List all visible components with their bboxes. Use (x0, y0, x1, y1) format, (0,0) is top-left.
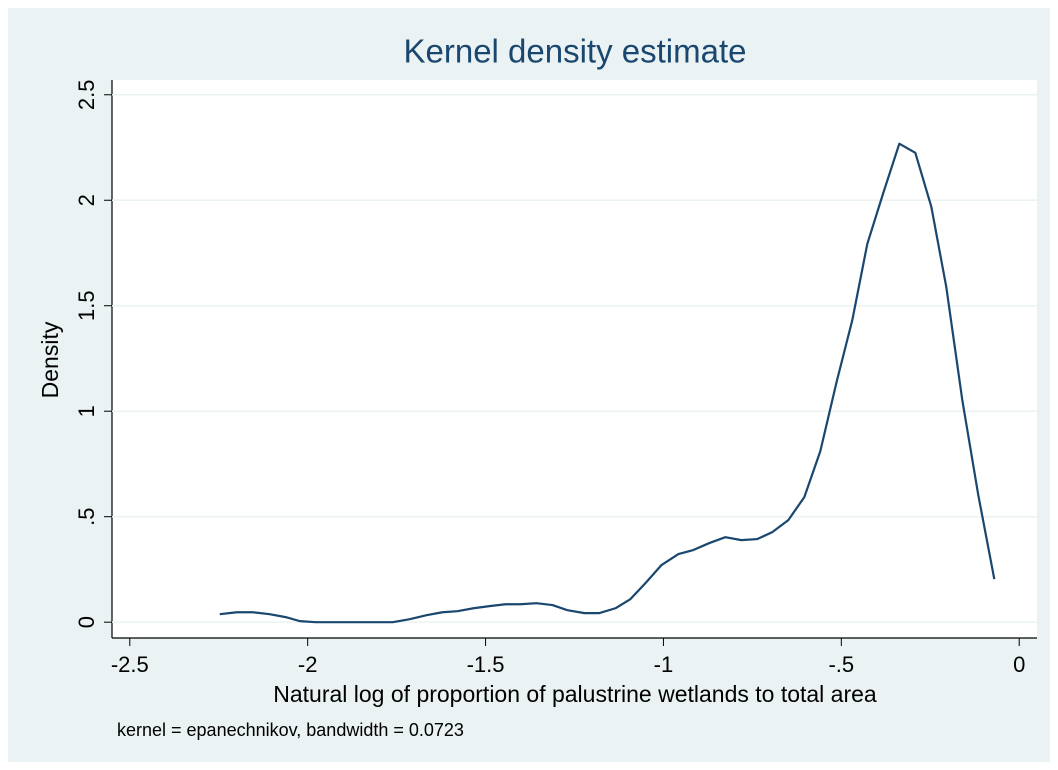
plot-area (112, 80, 1037, 638)
x-tick-label: -1.5 (467, 652, 505, 677)
x-tick-label: -1 (654, 652, 674, 677)
y-tick-label: 0 (74, 616, 99, 628)
x-tick-label: -.5 (828, 652, 854, 677)
y-tick-label: 2.5 (74, 79, 99, 110)
x-tick-label: -2 (298, 652, 318, 677)
x-tick-label: 0 (1013, 652, 1025, 677)
y-axis-label: Density (37, 321, 63, 398)
chart-title: Kernel density estimate (403, 33, 746, 70)
y-tick-label: 2 (74, 194, 99, 206)
x-axis-label: Natural log of proportion of palustrine … (273, 681, 877, 707)
y-tick-label: 1.5 (74, 290, 99, 321)
density-line (219, 142, 996, 624)
note: kernel = epanechnikov, bandwidth = 0.072… (117, 720, 464, 740)
x-tick-label: -2.5 (111, 652, 149, 677)
y-tick-label: 1 (74, 405, 99, 417)
y-tick-label: .5 (74, 508, 99, 526)
